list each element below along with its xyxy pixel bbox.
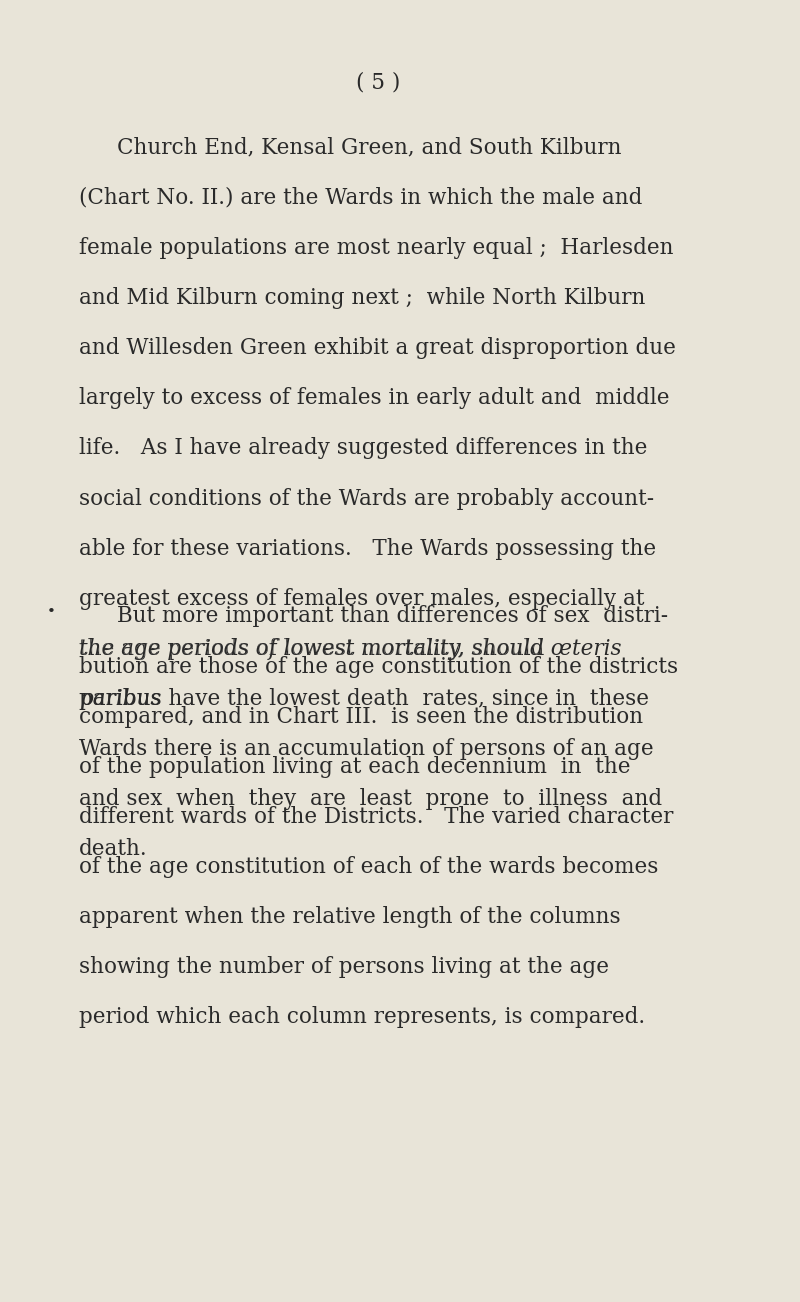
Text: different wards of the Districts.   The varied character: different wards of the Districts. The va…	[79, 806, 674, 828]
Text: paribus have the lowest death  rates, since in  these: paribus have the lowest death rates, sin…	[79, 687, 650, 710]
Text: female populations are most nearly equal ;  Harlesden: female populations are most nearly equal…	[79, 237, 674, 259]
Text: ( 5 ): ( 5 )	[356, 72, 400, 94]
Text: (Chart No. II.) are the Wards in which the male and: (Chart No. II.) are the Wards in which t…	[79, 186, 642, 208]
Text: Church End, Kensal Green, and South Kilburn: Church End, Kensal Green, and South Kilb…	[117, 137, 622, 159]
Text: apparent when the relative length of the columns: apparent when the relative length of the…	[79, 906, 621, 928]
Text: period which each column represents, is compared.: period which each column represents, is …	[79, 1006, 646, 1029]
Text: of the population living at each decennium  in  the: of the population living at each decenni…	[79, 755, 631, 777]
Text: the age periods of lowest mortality, should œteris: the age periods of lowest mortality, sho…	[79, 638, 622, 660]
Text: able for these variations.   The Wards possessing the: able for these variations. The Wards pos…	[79, 538, 657, 560]
Text: social conditions of the Wards are probably account-: social conditions of the Wards are proba…	[79, 487, 654, 509]
Text: death.: death.	[79, 838, 148, 861]
Text: bution are those of the age constitution of the districts: bution are those of the age constitution…	[79, 655, 678, 677]
Text: largely to excess of females in early adult and  middle: largely to excess of females in early ad…	[79, 387, 670, 409]
Text: the age periods of lowest mortality, should œteris: the age periods of lowest mortality, sho…	[79, 638, 622, 660]
Text: Wards there is an accumulation of persons of an age: Wards there is an accumulation of person…	[79, 738, 654, 760]
Text: and Willesden Green exhibit a great disproportion due: and Willesden Green exhibit a great disp…	[79, 337, 676, 359]
Text: and Mid Kilburn coming next ;  while North Kilburn: and Mid Kilburn coming next ; while Nort…	[79, 286, 646, 309]
Text: But more important than differences of sex  distri-: But more important than differences of s…	[117, 605, 668, 628]
Text: of the age constitution of each of the wards becomes: of the age constitution of each of the w…	[79, 855, 658, 878]
Text: life.   As I have already suggested differences in the: life. As I have already suggested differ…	[79, 437, 648, 460]
Text: •: •	[47, 605, 56, 620]
Text: the age periods of lowest mortality, should: the age periods of lowest mortality, sho…	[79, 638, 552, 660]
Text: greatest excess of females over males, especially at: greatest excess of females over males, e…	[79, 587, 645, 609]
Text: and sex  when  they  are  least  prone  to  illness  and: and sex when they are least prone to ill…	[79, 788, 662, 810]
Text: showing the number of persons living at the age: showing the number of persons living at …	[79, 956, 610, 978]
Text: compared, and in Chart III.  is seen the distribution: compared, and in Chart III. is seen the …	[79, 706, 643, 728]
Text: paribus: paribus	[79, 687, 162, 710]
